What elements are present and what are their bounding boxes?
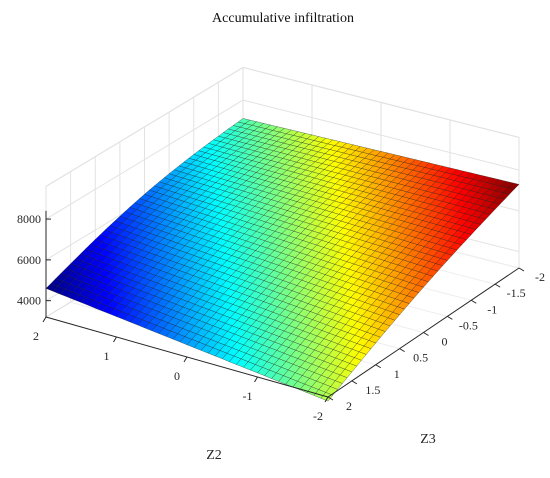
chart-title: Accumulative infiltration bbox=[212, 11, 354, 26]
y-axis-label: Z3 bbox=[420, 432, 436, 447]
y-tick-mark bbox=[494, 283, 501, 288]
x-tick-mark bbox=[254, 376, 258, 383]
y-tick-label: 2 bbox=[346, 399, 352, 413]
z-tick-label: 6000 bbox=[17, 253, 41, 267]
axes: 2 1 0 -1 -2 -2 -1.5 -1 -0.5 0 0.5 1 1.5 2 4000 6000 8000 bbox=[17, 210, 545, 423]
y-tick-mark bbox=[518, 267, 525, 272]
grid-line bbox=[45, 66, 520, 187]
x-axis-label: Z2 bbox=[206, 448, 222, 463]
x-tick-label: 0 bbox=[174, 369, 180, 383]
y-tick-mark bbox=[470, 299, 477, 304]
y-tick-label: 1.5 bbox=[365, 383, 380, 397]
z-tick-label: 4000 bbox=[17, 294, 41, 308]
x-tick-label: -2 bbox=[313, 409, 323, 423]
y-tick-label: 1 bbox=[394, 367, 400, 381]
x-tick-mark bbox=[42, 316, 47, 323]
y-tick-label: -2 bbox=[535, 270, 545, 284]
y-tick-mark bbox=[351, 380, 358, 385]
y-tick-label: -1.5 bbox=[507, 286, 526, 300]
x-tick-label: 2 bbox=[33, 329, 39, 343]
x-tick-mark bbox=[183, 356, 188, 363]
y-tick-label: 0 bbox=[442, 335, 448, 349]
surface-mesh bbox=[45, 118, 520, 402]
grid-line bbox=[45, 99, 520, 220]
x-tick-label: -1 bbox=[243, 389, 253, 403]
z-tick-label: 8000 bbox=[17, 212, 41, 226]
y-tick-label: 0.5 bbox=[413, 351, 428, 365]
y-tick-mark bbox=[423, 332, 429, 336]
x-tick-label: 1 bbox=[104, 349, 110, 363]
y-tick-label: -0.5 bbox=[459, 318, 478, 332]
x-tick-mark bbox=[113, 336, 117, 343]
y-tick-label: -1 bbox=[487, 302, 497, 316]
y-tick-mark bbox=[447, 315, 453, 320]
x-tick-mark bbox=[324, 396, 329, 403]
y-tick-mark bbox=[375, 364, 382, 369]
y-tick-mark bbox=[327, 396, 334, 401]
y-tick-mark bbox=[399, 348, 405, 353]
